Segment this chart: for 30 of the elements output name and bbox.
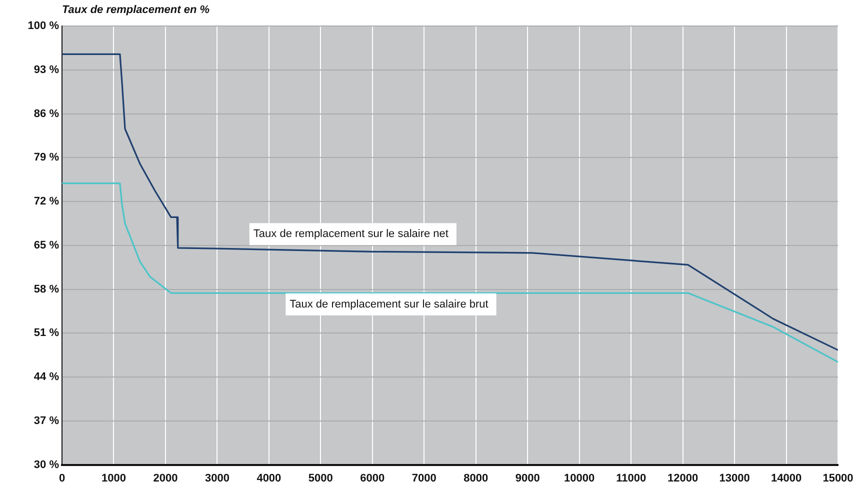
y-tick-label: 58 % (34, 283, 60, 296)
x-tick-label: 7000 (412, 472, 436, 484)
x-tick-label: 8000 (464, 472, 488, 484)
y-axis-title: Taux de remplacement en % (62, 4, 210, 16)
x-tick-label: 4000 (256, 472, 282, 484)
series-label: Taux de remplacement sur le salaire net (253, 228, 448, 240)
y-tick-label: 37 % (34, 414, 60, 427)
x-tick-label: 3000 (204, 472, 230, 484)
x-tick-label: 9000 (515, 472, 540, 484)
x-tick-label: 1000 (101, 472, 126, 484)
x-tick-label: 12000 (668, 472, 698, 484)
x-tick-label: 14000 (770, 472, 802, 484)
y-tick-label: 100 % (28, 20, 60, 32)
x-tick-label: 6000 (360, 472, 385, 484)
y-tick-label: 79 % (34, 152, 60, 164)
y-tick-label: 86 % (34, 108, 60, 120)
x-tick-label: 2000 (153, 472, 178, 484)
x-tick-label: 13000 (719, 472, 750, 484)
y-tick-label: 93 % (34, 64, 60, 76)
x-tick-label: 10000 (564, 472, 595, 484)
x-tick-label: 5000 (308, 472, 333, 484)
x-tick-label: 11000 (616, 472, 646, 484)
series-label: Taux de remplacement sur le salaire brut (290, 298, 488, 310)
y-tick-label: 72 % (34, 196, 60, 208)
x-tick-label: 0 (58, 472, 66, 484)
y-tick-label: 51 % (34, 327, 60, 340)
y-tick-label: 65 % (34, 239, 60, 252)
y-tick-label: 30 % (34, 458, 60, 471)
y-tick-label: 44 % (34, 371, 60, 384)
x-tick-label: 15000 (822, 472, 854, 484)
